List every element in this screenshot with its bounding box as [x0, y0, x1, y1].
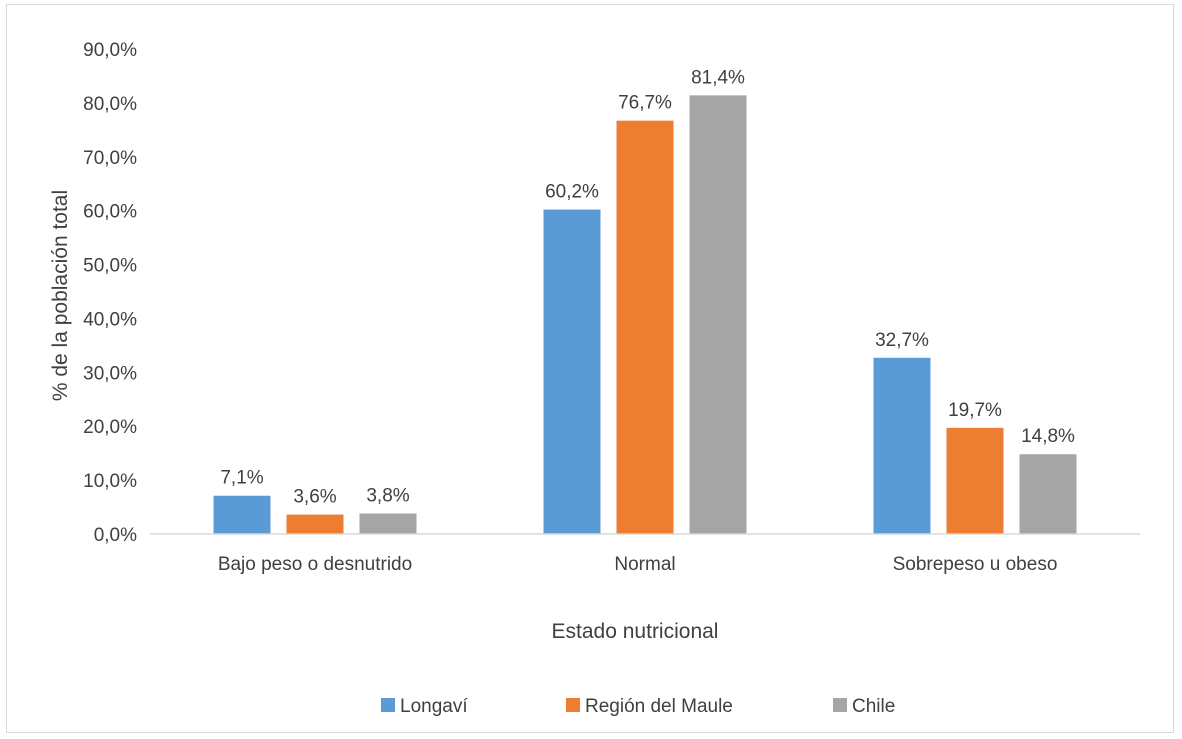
y-tick-label: 10,0% [83, 471, 137, 492]
legend-swatch [381, 698, 395, 712]
y-tick-label: 40,0% [83, 309, 137, 330]
bar [689, 95, 747, 534]
legend-swatch [566, 698, 580, 712]
data-label: 14,8% [1021, 426, 1075, 447]
y-tick-label: 50,0% [83, 256, 137, 277]
data-label: 32,7% [875, 330, 929, 351]
bar [286, 514, 344, 534]
bar [616, 120, 674, 534]
bar [543, 209, 601, 535]
y-axis-ticks: 0,0% 10,0% 20,0% 30,0% 40,0% 50,0% 60,0% 70,0% 8… [83, 40, 137, 546]
legend-item: Chile [833, 696, 895, 717]
bar [213, 495, 271, 534]
y-tick-label: 80,0% [83, 94, 137, 115]
y-tick-label: 20,0% [83, 417, 137, 438]
data-label: 81,4% [691, 67, 745, 88]
bar [873, 357, 931, 534]
legend-label: Longaví [400, 696, 468, 717]
y-tick-label: 90,0% [83, 40, 137, 61]
data-labels: 7,1% 3,6% 3,8% 60,2% 76,7% 81,4% 32,7% 19,7% 14,… [220, 67, 1075, 507]
x-category-label: Bajo peso o desnutrido [218, 554, 412, 575]
x-category-label: Sobrepeso u obeso [893, 554, 1058, 575]
data-label: 19,7% [948, 400, 1002, 421]
legend-item: Longaví [381, 696, 468, 717]
x-axis-categories: Bajo peso o desnutrido Normal Sobrepeso u … [218, 554, 1058, 575]
data-label: 60,2% [545, 182, 599, 203]
legend-label: Región del Maule [585, 696, 733, 717]
x-axis-title: Estado nutricional [552, 620, 719, 643]
y-tick-label: 30,0% [83, 363, 137, 384]
bar [946, 427, 1004, 534]
data-label: 3,6% [293, 487, 336, 508]
legend-label: Chile [852, 696, 895, 717]
data-label: 3,8% [366, 486, 409, 507]
y-tick-label: 70,0% [83, 148, 137, 169]
y-axis-title: % de la población total [49, 190, 72, 401]
bars [213, 95, 1077, 535]
legend-swatch [833, 698, 847, 712]
bar [1019, 454, 1077, 534]
legend-item: Región del Maule [566, 696, 733, 717]
data-label: 76,7% [618, 93, 672, 114]
bar [359, 513, 417, 534]
y-tick-label: 60,0% [83, 202, 137, 223]
y-tick-label: 0,0% [94, 525, 137, 546]
legend: Longaví Región del Maule Chile [381, 696, 895, 717]
x-category-label: Normal [614, 554, 675, 575]
data-label: 7,1% [220, 468, 263, 489]
